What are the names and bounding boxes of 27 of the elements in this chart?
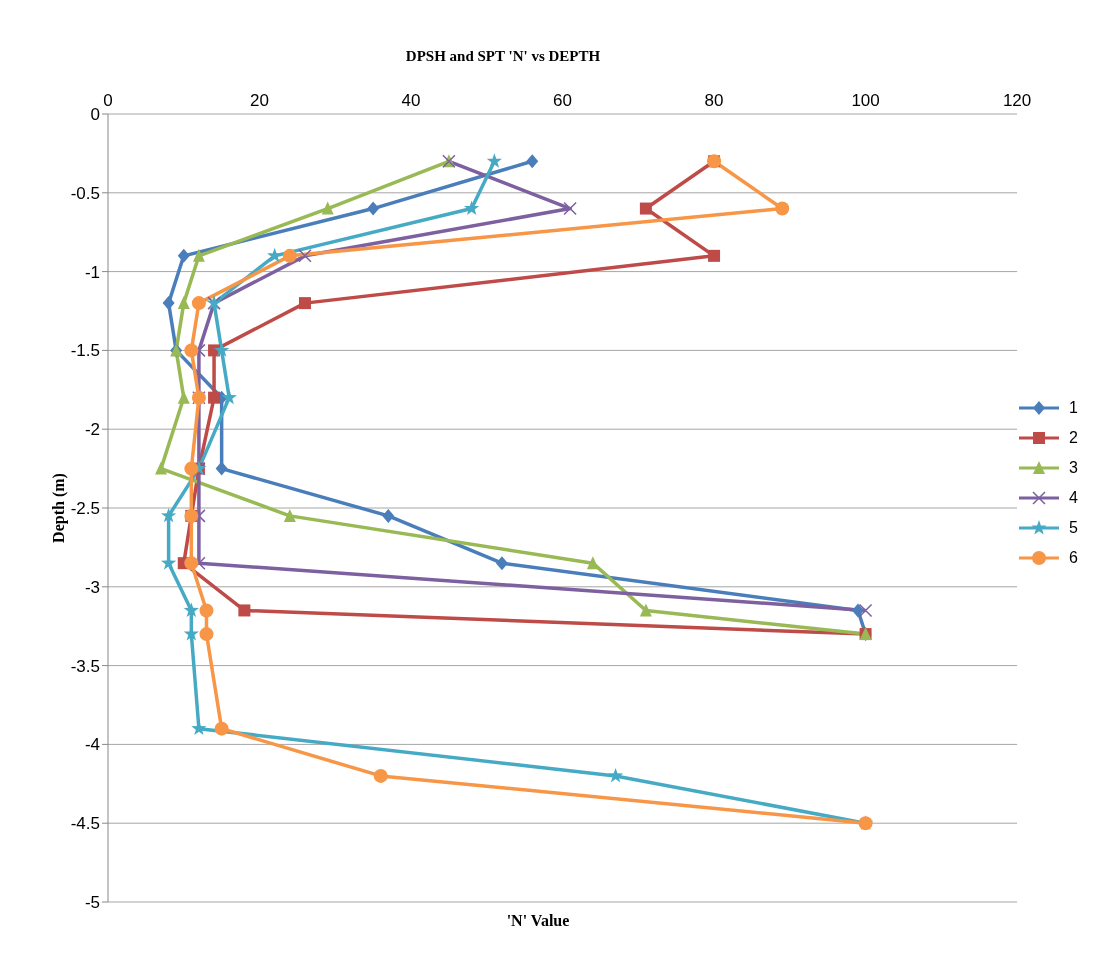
y-tick-label: -1.5 — [70, 341, 100, 361]
y-tick-label: -2 — [84, 420, 100, 440]
y-axis-title: Depth (m) — [49, 473, 68, 543]
x-tick-label: 40 — [401, 91, 421, 110]
legend-label: 3 — [1069, 459, 1078, 477]
legend-label: 5 — [1069, 519, 1078, 537]
x-tick-label: 20 — [250, 91, 269, 110]
legend-label: 6 — [1069, 549, 1078, 567]
chart-title: DPSH and SPT 'N' vs DEPTH — [404, 48, 602, 65]
y-tick-label: -0.5 — [70, 183, 100, 203]
y-tick-label: -3 — [84, 577, 100, 597]
y-tick-label: -4.5 — [70, 814, 100, 834]
y-tick-label: -3.5 — [70, 656, 100, 676]
y-tick-label: -1 — [84, 262, 100, 282]
x-tick-label: 80 — [704, 91, 724, 110]
legend-label: 1 — [1069, 399, 1078, 417]
x-tick-label: 0 — [103, 91, 113, 110]
legend-label: 4 — [1069, 489, 1078, 507]
y-tick-label: -2.5 — [70, 499, 100, 519]
x-tick-label: 100 — [851, 91, 880, 110]
y-tick-label: -4 — [84, 735, 100, 755]
x-tick-label: 60 — [553, 91, 573, 110]
x-axis-title: 'N' Value — [505, 912, 571, 930]
y-tick-label: 0 — [90, 105, 100, 125]
legend-label: 2 — [1069, 429, 1078, 447]
x-tick-label: 120 — [1002, 91, 1032, 110]
y-tick-label: -5 — [84, 893, 100, 913]
